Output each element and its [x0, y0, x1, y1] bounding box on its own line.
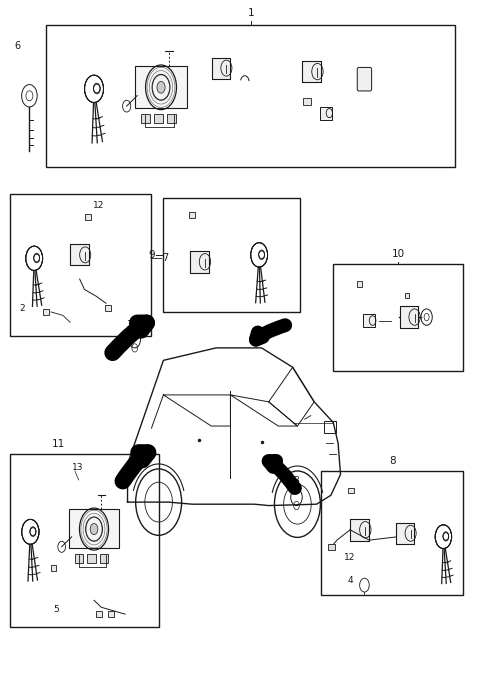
Bar	[399, 306, 419, 328]
Bar	[50, 565, 56, 571]
Bar	[190, 251, 209, 272]
Bar	[324, 421, 336, 433]
Bar	[85, 214, 91, 220]
FancyBboxPatch shape	[357, 67, 372, 91]
Text: 3: 3	[294, 476, 300, 485]
Bar	[167, 114, 176, 123]
Bar	[154, 114, 163, 123]
Text: 10: 10	[391, 249, 405, 259]
Bar	[10, 194, 152, 336]
Bar	[10, 454, 158, 626]
Text: 8: 8	[389, 456, 396, 466]
Text: 2: 2	[20, 304, 25, 313]
Bar	[46, 25, 456, 167]
Text: 5: 5	[53, 605, 59, 614]
Text: 7: 7	[162, 254, 168, 263]
Circle shape	[90, 523, 98, 534]
Bar	[71, 245, 89, 265]
Circle shape	[157, 82, 165, 93]
Bar	[141, 114, 150, 123]
Text: 4: 4	[347, 576, 353, 585]
Text: 11: 11	[51, 439, 65, 449]
Bar	[328, 544, 335, 550]
Text: 12: 12	[344, 553, 356, 562]
Bar	[322, 471, 463, 595]
Bar	[321, 107, 332, 120]
Text: 6: 6	[14, 41, 21, 51]
Bar	[134, 66, 188, 108]
Text: 12: 12	[93, 201, 104, 210]
Bar	[357, 281, 362, 287]
Bar	[75, 554, 84, 563]
Bar	[363, 314, 375, 327]
Bar	[303, 98, 311, 105]
Bar	[108, 611, 114, 617]
Bar	[87, 554, 96, 563]
Text: 3: 3	[126, 320, 132, 329]
Bar	[189, 212, 195, 218]
Bar	[348, 488, 354, 493]
Bar	[350, 519, 369, 541]
Bar	[163, 198, 300, 312]
Bar	[405, 293, 409, 298]
Bar	[69, 509, 119, 548]
Bar	[100, 554, 108, 563]
Text: 13: 13	[72, 463, 83, 472]
Bar	[212, 58, 230, 78]
Bar	[43, 309, 49, 315]
Bar	[333, 263, 463, 371]
Bar	[106, 305, 111, 311]
Bar	[96, 611, 102, 617]
Text: 9: 9	[149, 250, 156, 260]
Text: 1: 1	[248, 8, 254, 18]
Bar	[302, 61, 321, 82]
Bar	[396, 523, 414, 544]
